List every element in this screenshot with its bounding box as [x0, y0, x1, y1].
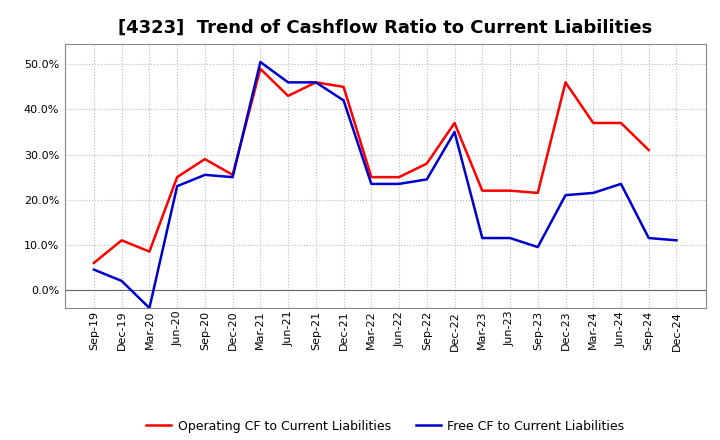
Free CF to Current Liabilities	[478, 235, 487, 241]
Free CF to Current Liabilities	[644, 235, 653, 241]
Operating CF to Current Liabilities	[339, 84, 348, 89]
Operating CF to Current Liabilities	[450, 120, 459, 125]
Operating CF to Current Liabilities	[644, 147, 653, 153]
Free CF to Current Liabilities	[534, 245, 542, 250]
Free CF to Current Liabilities	[312, 80, 320, 85]
Free CF to Current Liabilities	[616, 181, 625, 187]
Free CF to Current Liabilities	[339, 98, 348, 103]
Operating CF to Current Liabilities	[145, 249, 154, 254]
Line: Operating CF to Current Liabilities: Operating CF to Current Liabilities	[94, 69, 649, 263]
Free CF to Current Liabilities	[117, 278, 126, 283]
Free CF to Current Liabilities	[395, 181, 403, 187]
Operating CF to Current Liabilities	[173, 175, 181, 180]
Operating CF to Current Liabilities	[616, 120, 625, 125]
Operating CF to Current Liabilities	[228, 172, 237, 177]
Operating CF to Current Liabilities	[478, 188, 487, 193]
Free CF to Current Liabilities	[256, 59, 265, 65]
Free CF to Current Liabilities	[89, 267, 98, 272]
Free CF to Current Liabilities	[201, 172, 210, 177]
Free CF to Current Liabilities	[450, 129, 459, 135]
Operating CF to Current Liabilities	[589, 120, 598, 125]
Operating CF to Current Liabilities	[534, 190, 542, 195]
Free CF to Current Liabilities	[561, 193, 570, 198]
Free CF to Current Liabilities	[589, 190, 598, 195]
Legend: Operating CF to Current Liabilities, Free CF to Current Liabilities: Operating CF to Current Liabilities, Fre…	[141, 414, 629, 437]
Operating CF to Current Liabilities	[367, 175, 376, 180]
Operating CF to Current Liabilities	[117, 238, 126, 243]
Title: [4323]  Trend of Cashflow Ratio to Current Liabilities: [4323] Trend of Cashflow Ratio to Curren…	[118, 19, 652, 37]
Operating CF to Current Liabilities	[395, 175, 403, 180]
Free CF to Current Liabilities	[228, 175, 237, 180]
Free CF to Current Liabilities	[145, 305, 154, 311]
Free CF to Current Liabilities	[672, 238, 681, 243]
Operating CF to Current Liabilities	[505, 188, 514, 193]
Operating CF to Current Liabilities	[423, 161, 431, 166]
Operating CF to Current Liabilities	[312, 80, 320, 85]
Operating CF to Current Liabilities	[201, 157, 210, 162]
Operating CF to Current Liabilities	[561, 80, 570, 85]
Operating CF to Current Liabilities	[256, 66, 265, 71]
Line: Free CF to Current Liabilities: Free CF to Current Liabilities	[94, 62, 677, 308]
Free CF to Current Liabilities	[505, 235, 514, 241]
Operating CF to Current Liabilities	[89, 260, 98, 265]
Free CF to Current Liabilities	[284, 80, 292, 85]
Free CF to Current Liabilities	[423, 177, 431, 182]
Free CF to Current Liabilities	[367, 181, 376, 187]
Free CF to Current Liabilities	[173, 183, 181, 189]
Operating CF to Current Liabilities	[284, 93, 292, 99]
